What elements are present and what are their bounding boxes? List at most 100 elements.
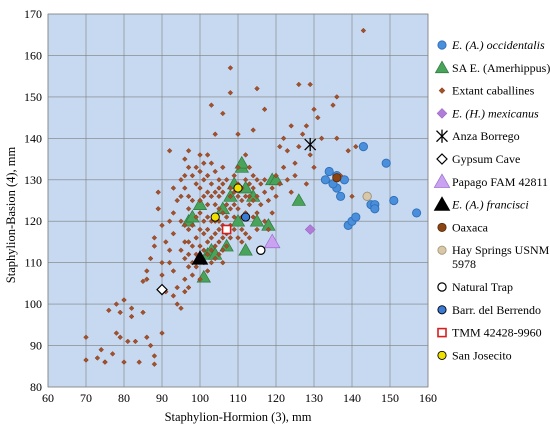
data-point bbox=[227, 65, 234, 71]
data-point bbox=[189, 172, 196, 179]
data-point bbox=[166, 218, 173, 224]
data-point bbox=[246, 193, 253, 200]
legend-label-part: occidentalis bbox=[487, 38, 545, 52]
data-point bbox=[303, 123, 310, 129]
data-point bbox=[197, 197, 203, 204]
x-tick-label: 130 bbox=[305, 391, 323, 405]
data-point bbox=[178, 305, 184, 312]
data-point bbox=[304, 137, 317, 152]
data-point bbox=[269, 210, 275, 216]
legend-label: TMM 42428-9960 bbox=[452, 326, 542, 340]
x-tick-label: 120 bbox=[267, 391, 285, 405]
data-point bbox=[185, 264, 192, 270]
data-point bbox=[261, 106, 268, 113]
data-point bbox=[345, 148, 351, 154]
data-point bbox=[193, 181, 199, 187]
data-point bbox=[204, 251, 211, 258]
data-point bbox=[204, 189, 211, 195]
data-point bbox=[220, 189, 226, 195]
legend-marker bbox=[437, 40, 447, 50]
data-point bbox=[261, 189, 268, 195]
data-point bbox=[140, 278, 146, 285]
data-point bbox=[197, 210, 203, 216]
x-tick-label: 90 bbox=[156, 391, 168, 405]
data-point bbox=[189, 243, 196, 249]
legend-marker bbox=[437, 222, 447, 232]
data-point bbox=[128, 313, 135, 320]
data-point bbox=[159, 272, 165, 278]
data-point bbox=[220, 164, 226, 171]
series-6 bbox=[263, 233, 281, 249]
data-point bbox=[231, 214, 237, 220]
x-tick-label: 60 bbox=[42, 391, 54, 405]
data-point bbox=[227, 235, 234, 241]
data-point bbox=[113, 330, 120, 336]
series-4 bbox=[304, 137, 317, 152]
data-point bbox=[201, 177, 207, 183]
data-point bbox=[197, 243, 203, 249]
data-point bbox=[166, 247, 173, 253]
x-tick-label: 160 bbox=[419, 391, 437, 405]
data-point bbox=[151, 353, 158, 359]
data-point bbox=[204, 239, 211, 245]
legend-label: Anza Borrego bbox=[452, 129, 520, 143]
data-point bbox=[242, 152, 249, 158]
data-point bbox=[94, 355, 101, 361]
legend-label-part: E. (H.) bbox=[451, 106, 488, 120]
data-point bbox=[332, 173, 342, 183]
data-point bbox=[189, 272, 196, 278]
data-point bbox=[239, 226, 245, 233]
data-point bbox=[193, 264, 199, 270]
data-point bbox=[156, 283, 168, 296]
data-point bbox=[208, 102, 215, 108]
data-point bbox=[220, 247, 226, 253]
data-point bbox=[250, 197, 256, 204]
data-point bbox=[170, 185, 177, 191]
data-point bbox=[296, 81, 302, 88]
legend-label: Extant caballines bbox=[452, 84, 535, 98]
data-point bbox=[208, 235, 215, 241]
data-point bbox=[174, 301, 180, 307]
data-point bbox=[170, 230, 177, 237]
series-8 bbox=[332, 173, 342, 183]
data-point bbox=[147, 255, 154, 262]
data-point bbox=[241, 212, 251, 222]
data-point bbox=[208, 193, 215, 200]
y-tick-label: 80 bbox=[30, 380, 42, 394]
y-tick-label: 110 bbox=[24, 256, 42, 270]
data-point bbox=[358, 142, 368, 152]
x-tick-label: 110 bbox=[229, 391, 247, 405]
legend-label-part: mexicanus bbox=[488, 106, 539, 120]
data-point bbox=[277, 181, 283, 187]
data-point bbox=[216, 251, 222, 258]
series-7 bbox=[191, 250, 209, 265]
data-point bbox=[178, 193, 184, 200]
data-point bbox=[117, 309, 123, 316]
data-point bbox=[197, 152, 203, 158]
legend-label: E. (A.) francisci bbox=[451, 198, 529, 212]
data-point bbox=[412, 208, 422, 218]
data-point bbox=[277, 143, 283, 150]
data-point bbox=[136, 359, 142, 365]
legend-marker bbox=[436, 108, 448, 119]
data-point bbox=[320, 175, 330, 185]
series-5 bbox=[156, 283, 168, 296]
data-point bbox=[389, 195, 399, 206]
data-point bbox=[220, 259, 226, 266]
data-point bbox=[178, 247, 184, 253]
data-point bbox=[174, 197, 180, 204]
data-point bbox=[197, 168, 203, 175]
data-point bbox=[351, 212, 361, 222]
data-point bbox=[204, 172, 211, 179]
data-point bbox=[261, 218, 268, 224]
data-point bbox=[235, 193, 241, 200]
data-point bbox=[102, 359, 108, 365]
data-point bbox=[288, 123, 294, 129]
data-point bbox=[178, 177, 184, 183]
data-point bbox=[330, 102, 336, 108]
data-point bbox=[159, 259, 165, 266]
data-point bbox=[227, 193, 234, 200]
data-point bbox=[291, 193, 307, 206]
y-tick-label: 100 bbox=[24, 297, 42, 311]
data-point bbox=[381, 158, 391, 168]
